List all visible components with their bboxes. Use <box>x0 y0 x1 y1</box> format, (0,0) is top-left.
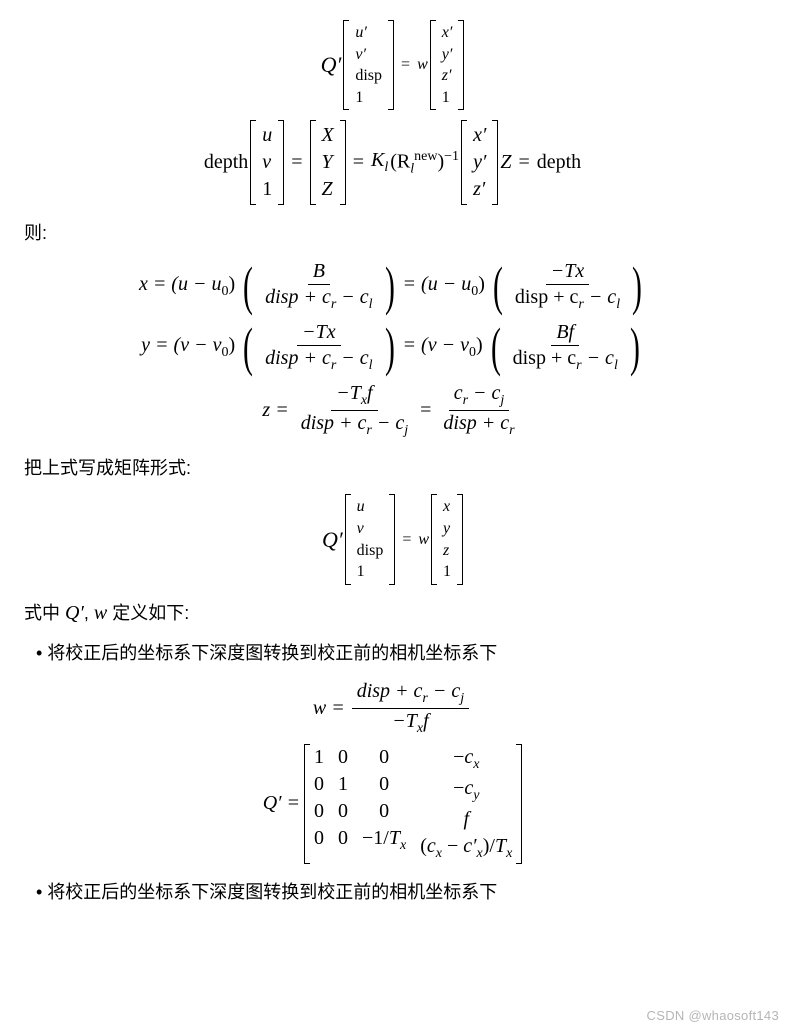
bullet-1: 将校正后的坐标系下深度图转换到校正前的相机坐标系下 <box>54 639 761 665</box>
watermark: CSDN @whaosoft143 <box>647 1008 779 1023</box>
var-Q: Q′ <box>321 52 342 78</box>
matrix-Q: 1 0 0 0 0 1 0 0 0 0 <box>304 744 522 864</box>
mat-c3r4: −1/Tx <box>362 827 406 854</box>
mat-c4r4: (cx − c′x)/Tx <box>420 835 512 862</box>
equation-1: Q′ u′ v′ disp 1 = w x′ y′ z′ 1 <box>24 20 761 110</box>
page-content: Q′ u′ v′ disp 1 = w x′ y′ z′ 1 <box>0 0 791 928</box>
text-then: 则: <box>24 219 761 245</box>
equation-5: w = disp + cr − cj −Txf Q′ = 1 0 0 0 <box>24 679 761 864</box>
vector-left-1: u′ v′ disp 1 <box>343 20 394 110</box>
equation-4: Q′ u v disp 1 = w x y z 1 <box>24 494 761 584</box>
equation-3: x = (u − u0) (Bdisp + cr − cl) = (u − u0… <box>24 259 761 440</box>
text-def: 式中 Q′, w 定义如下: <box>24 599 761 625</box>
equation-2: depth u v 1 = X Y Z = Kl (Rlnew)−1 x′ y′… <box>24 120 761 205</box>
bullet-2: 将校正后的坐标系下深度图转换到校正前的相机坐标系下 <box>54 878 761 904</box>
text-matrix-form: 把上式写成矩阵形式: <box>24 454 761 480</box>
vector-right-1: x′ y′ z′ 1 <box>430 20 465 110</box>
mat-c4r2: −cy <box>453 777 479 804</box>
mat-c4r1: −cx <box>453 746 479 773</box>
